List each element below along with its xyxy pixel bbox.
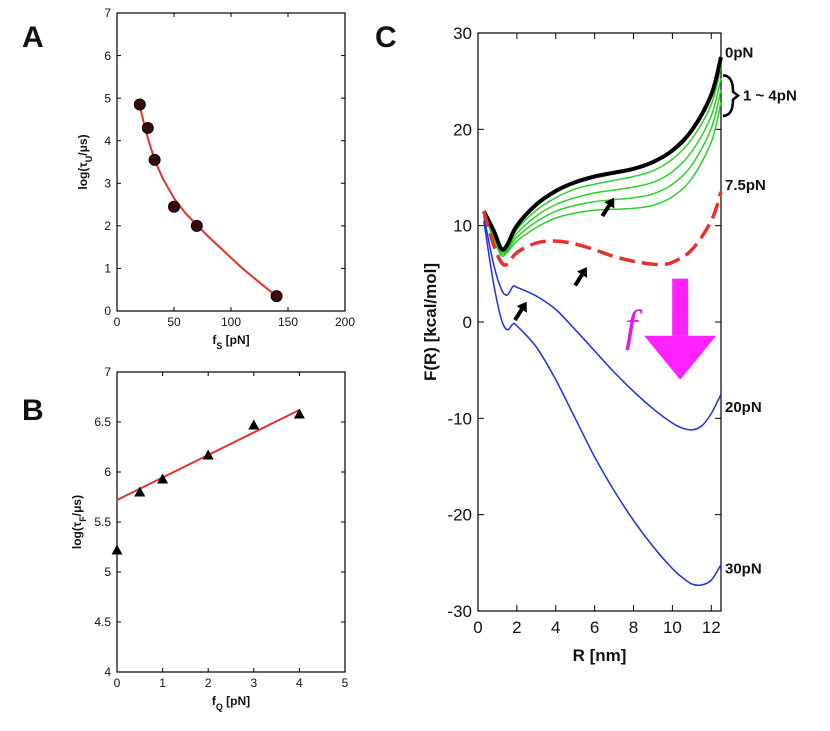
panel-c-chart: 0 2 4 6 8 10 12 -30 -20 -10 0 10 20 30 R [nm] F(R) [kca… xyxy=(421,24,797,665)
barrier-arrow xyxy=(573,273,584,287)
y-tick-label: -20 xyxy=(447,506,472,525)
y-tick-label: -10 xyxy=(447,409,472,428)
panel-a-chart: 0 50 100 150 200 0 1 2 3 4 5 6 7 fS [pN] log(τU/μs) xyxy=(76,6,355,351)
data-point xyxy=(190,219,203,232)
plot-frame xyxy=(116,371,346,673)
y-axis-label: log(τU/μs) xyxy=(76,134,94,189)
series-30pN-line xyxy=(483,220,722,587)
data-point xyxy=(111,544,123,555)
x-axis-label: R [nm] xyxy=(573,646,627,665)
y-tick-label: -30 xyxy=(447,602,472,621)
data-point xyxy=(168,200,180,213)
x-tick-label: 12 xyxy=(702,618,721,637)
y-tick-label: 6 xyxy=(104,465,111,479)
data-point xyxy=(248,419,260,430)
y-tick-label: 4.5 xyxy=(94,615,111,629)
y-tick-label: 30 xyxy=(453,24,472,43)
x-tick-label: 2 xyxy=(205,676,212,690)
x-tick-label: 2 xyxy=(512,618,521,637)
x-tick-label: 5 xyxy=(342,676,349,690)
data-point xyxy=(157,473,169,484)
y-tick-label: 5 xyxy=(104,565,111,579)
y-axis-label: F(R) [kcal/mol] xyxy=(421,263,440,381)
series-7_5pN-line xyxy=(482,191,723,267)
data-point xyxy=(133,98,146,111)
x-tick-label: 200 xyxy=(335,315,355,329)
force-arrow-head xyxy=(644,335,717,380)
barrier-arrow xyxy=(513,308,524,322)
y-tick-label: 5.5 xyxy=(94,515,111,529)
y-tick-label: 10 xyxy=(453,217,472,236)
y-tick-label: 6.5 xyxy=(94,415,111,429)
label-7_5pN: 7.5pN xyxy=(725,177,766,194)
label-20pN: 20pN xyxy=(725,399,762,416)
panel-a-label: A xyxy=(22,21,44,54)
data-point xyxy=(270,290,283,303)
y-tick-label: 7 xyxy=(104,6,111,20)
label-0pN: 0pN xyxy=(725,44,753,61)
brace-1-4pN xyxy=(722,74,741,118)
x-tick-label: 6 xyxy=(590,618,599,637)
x-tick-label: 4 xyxy=(551,618,560,637)
y-tick-label: 7 xyxy=(104,365,111,379)
y-tick-label: 4 xyxy=(104,665,111,679)
data-point xyxy=(202,449,214,460)
y-axis-label: log(τF/μs) xyxy=(70,495,88,549)
y-tick-label: 20 xyxy=(453,120,472,139)
y-tick-label: 5 xyxy=(104,91,111,105)
x-tick-label: 50 xyxy=(167,315,181,329)
y-tick-label: 6 xyxy=(104,49,111,63)
x-tick-label: 100 xyxy=(221,315,241,329)
fit-line xyxy=(138,105,278,297)
barrier-arrow-head xyxy=(516,301,527,313)
y-tick-label: 3 xyxy=(104,176,111,190)
panel-b-label: B xyxy=(22,394,44,427)
panel-c-label: C xyxy=(375,21,397,54)
x-tick-label: 150 xyxy=(278,315,298,329)
x-tick-label: 1 xyxy=(159,676,166,690)
data-point xyxy=(293,408,305,419)
x-axis-label: fS [pN] xyxy=(212,333,249,351)
barrier-arrow xyxy=(600,204,611,218)
x-axis-label: fQ [pN] xyxy=(212,694,250,712)
barrier-arrow-head xyxy=(604,197,615,209)
series-20pN-line xyxy=(483,215,722,431)
x-tick-label: 4 xyxy=(296,676,303,690)
data-point xyxy=(148,153,161,166)
y-tick-label: 4 xyxy=(104,134,111,148)
x-tick-label: 10 xyxy=(663,618,682,637)
y-tick-label: 0 xyxy=(463,313,472,332)
barrier-arrow-head xyxy=(576,267,588,278)
panel-b-chart: 0 1 2 3 4 5 4 4.5 5 5.5 6 6.5 7 fQ [pN] log(τF/μs) xyxy=(70,365,349,712)
force-arrow-shaft xyxy=(672,278,689,336)
label-30pN: 30pN xyxy=(725,561,762,578)
series-4pN-line xyxy=(483,102,722,258)
series-0pN-line xyxy=(482,56,723,252)
y-tick-label: 1 xyxy=(104,262,111,276)
y-tick-label: 0 xyxy=(104,304,111,318)
y-tick-label: 2 xyxy=(104,219,111,233)
x-tick-label: 0 xyxy=(473,618,482,637)
force-symbol: f xyxy=(625,302,643,351)
data-point xyxy=(141,121,154,134)
x-tick-label: 0 xyxy=(114,676,121,690)
x-tick-label: 0 xyxy=(114,315,121,329)
series-2pN-line xyxy=(483,78,722,254)
x-tick-label: 3 xyxy=(250,676,257,690)
x-tick-label: 8 xyxy=(629,618,638,637)
data-point xyxy=(134,486,146,497)
series-3pN-line xyxy=(483,89,722,256)
label-1-4pN: 1 ~ 4pN xyxy=(743,88,797,105)
